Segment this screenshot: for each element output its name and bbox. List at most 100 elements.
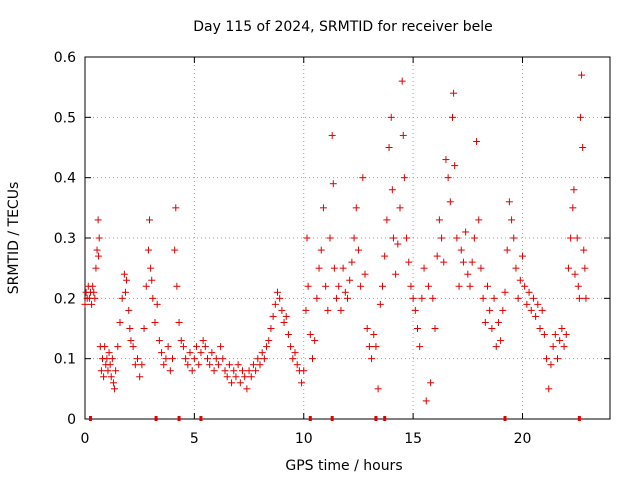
data-point — [302, 306, 310, 314]
data-point — [508, 216, 516, 224]
y-tick-label: 0.1 — [54, 352, 76, 368]
data-point — [300, 367, 308, 375]
data-point — [121, 288, 129, 296]
data-point — [120, 270, 128, 278]
data-point — [186, 349, 194, 357]
data-point — [444, 174, 452, 182]
data-point — [457, 246, 465, 254]
data-point — [274, 288, 281, 296]
x-axis-label: GPS time / hours — [285, 458, 402, 474]
data-point — [370, 331, 378, 339]
axis-marker — [177, 416, 181, 421]
data-point — [225, 361, 233, 369]
data-point — [269, 312, 277, 320]
data-point — [569, 204, 577, 212]
data-point — [282, 312, 290, 320]
data-point — [514, 294, 522, 302]
data-point — [505, 198, 513, 206]
axis-marker — [199, 416, 203, 421]
data-point — [499, 306, 507, 314]
data-point — [396, 204, 404, 212]
data-point — [204, 355, 211, 363]
data-point — [346, 276, 354, 284]
data-point — [184, 361, 192, 369]
data-point — [146, 216, 154, 224]
data-point — [429, 294, 437, 302]
data-point — [125, 306, 133, 314]
data-point — [484, 282, 491, 290]
data-point — [475, 216, 483, 224]
axis-marker — [330, 416, 334, 421]
data-point — [580, 246, 588, 254]
data-point — [538, 306, 546, 314]
data-point — [468, 258, 476, 266]
data-point — [287, 343, 295, 351]
data-point — [101, 343, 109, 351]
data-point — [497, 337, 505, 345]
data-point — [466, 282, 474, 290]
data-point — [571, 270, 579, 278]
data-point — [414, 325, 421, 332]
data-point — [387, 113, 395, 121]
data-point — [451, 162, 459, 170]
data-point — [464, 270, 472, 278]
data-point — [578, 71, 586, 79]
data-point — [193, 343, 201, 351]
data-point — [392, 270, 400, 278]
data-point — [239, 367, 246, 375]
data-point — [385, 144, 393, 151]
data-point — [575, 294, 583, 302]
data-point — [123, 276, 131, 284]
data-point — [525, 288, 533, 296]
data-point — [450, 89, 458, 97]
data-point — [543, 355, 551, 363]
data-point — [547, 361, 555, 369]
data-point — [453, 234, 461, 242]
data-point — [357, 282, 365, 290]
data-point — [492, 343, 500, 351]
data-point — [311, 337, 319, 345]
data-point — [418, 294, 426, 302]
data-point — [427, 379, 435, 387]
data-point — [108, 355, 116, 363]
data-point — [172, 204, 180, 212]
data-point — [90, 288, 98, 296]
data-point — [162, 355, 170, 363]
data-point — [490, 294, 498, 302]
data-point — [147, 264, 155, 272]
data-point — [409, 294, 417, 302]
data-point — [195, 361, 203, 369]
data-point — [341, 288, 349, 296]
data-point — [212, 355, 220, 363]
data-point — [560, 343, 568, 351]
data-point — [95, 234, 103, 242]
data-point — [171, 246, 179, 254]
data-point — [455, 282, 463, 290]
data-point — [344, 294, 351, 302]
data-point — [315, 264, 323, 272]
data-point — [545, 385, 553, 393]
data-point — [173, 282, 181, 290]
data-point — [105, 349, 113, 357]
data-point — [114, 343, 122, 351]
data-point — [100, 373, 108, 381]
axis-marker — [383, 416, 387, 421]
axis-marker — [503, 416, 507, 421]
data-point — [339, 264, 347, 272]
data-point — [333, 294, 341, 302]
data-point — [579, 144, 587, 151]
data-point — [368, 355, 376, 363]
axis-markers — [88, 416, 581, 421]
data-point — [221, 367, 229, 375]
data-point — [208, 349, 216, 357]
data-point — [494, 318, 502, 326]
data-point — [219, 355, 227, 363]
y-tick-label: 0.4 — [54, 171, 76, 187]
data-point — [534, 300, 542, 308]
data-point — [293, 361, 301, 369]
data-point — [462, 228, 470, 236]
data-point — [214, 361, 222, 369]
data-point — [278, 306, 286, 314]
data-point — [374, 385, 382, 393]
data-point — [112, 367, 120, 375]
